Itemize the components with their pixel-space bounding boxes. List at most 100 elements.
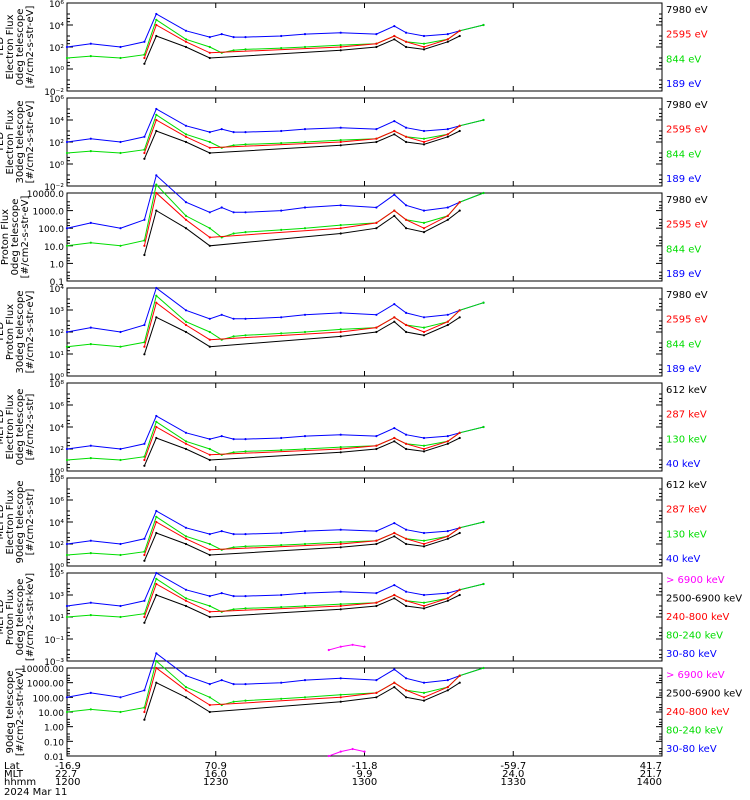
y-axis-title-line: Electron Flux [5, 394, 16, 459]
panel-frame [66, 2, 663, 92]
series-point [208, 51, 211, 54]
y-tick-label: 10⁶ [49, 497, 64, 507]
series-point [422, 137, 426, 140]
series-point [155, 286, 158, 290]
series-point [184, 214, 188, 217]
y-tick-label: 10⁻² [44, 88, 64, 98]
series-line [143, 532, 460, 561]
legend-label: > 6900 keV [666, 575, 725, 586]
series-point [303, 33, 307, 36]
series-point [405, 135, 408, 138]
series-point [393, 531, 396, 535]
series-line [66, 287, 484, 333]
series-point [65, 330, 69, 334]
series-line [143, 594, 460, 623]
series-point [184, 686, 188, 689]
series-point [405, 204, 408, 207]
series-point [446, 592, 449, 595]
series-point [184, 135, 188, 138]
legend-label: 844 eV [666, 54, 701, 65]
series-point [143, 253, 146, 257]
series-point [184, 124, 188, 127]
series-point [339, 224, 342, 227]
series-point [446, 442, 449, 445]
series-point [143, 56, 146, 60]
series-point [339, 750, 342, 753]
legend-label: 40 keV [666, 459, 700, 470]
series-point [89, 55, 92, 58]
series-point [351, 643, 354, 646]
series-point [280, 209, 283, 212]
series-point [244, 231, 247, 234]
series-point [280, 316, 283, 319]
y-axis-title-line: MEPED [0, 504, 6, 539]
series-point [65, 458, 69, 462]
series-point [220, 679, 223, 682]
legend-label: 7980 eV [666, 195, 708, 206]
series-point [143, 615, 146, 619]
y-tick-label: 10² [49, 44, 64, 54]
series-point [375, 601, 378, 604]
y-tick-label: 0.1 [50, 278, 64, 288]
series-point [393, 320, 396, 323]
series-point [339, 139, 342, 142]
series-point [339, 700, 342, 703]
series-point [363, 750, 366, 753]
panel-6: 10⁸ 10⁶ 10⁴ 10² 10⁰ MEPEDElectron Flux90deg t… [0, 475, 707, 573]
y-axis-title-line: [#/cm2-s-str] [25, 393, 36, 460]
y-axis-title-line: MEPED [0, 599, 6, 634]
series-point [375, 33, 378, 36]
series-point [339, 542, 342, 546]
series-point [232, 700, 235, 703]
series-point [184, 440, 188, 443]
panel-frame [66, 192, 663, 282]
series-point [405, 330, 408, 334]
series-point [119, 615, 122, 619]
x-tick-label-lat: -11.8 [352, 761, 378, 772]
series-point [143, 151, 146, 155]
series-point [184, 689, 188, 692]
panel-2: 10⁶ 10⁴ 10² 10⁰ 10⁻² TEDElectron Flux30deg te… [0, 95, 708, 193]
series-point [482, 666, 485, 670]
series-point [232, 131, 235, 134]
series-point [303, 530, 307, 533]
series-point [405, 227, 408, 230]
y-tick-label: 10⁰ [49, 161, 64, 171]
y-tick-label: 0.10 [44, 738, 64, 748]
legend-label: 30-80 keV [666, 649, 717, 660]
series-point [143, 244, 146, 247]
y-axis-title-line: 0deg telescope [10, 199, 21, 276]
y-tick-label: 10⁶ [49, 95, 64, 105]
series-point [446, 38, 449, 41]
series-point [339, 328, 342, 331]
series-point [155, 18, 158, 21]
series-point [208, 447, 211, 451]
series-point [244, 699, 247, 702]
series-point [155, 23, 158, 27]
y-tick-label: 10² [49, 541, 64, 551]
series-point [482, 520, 485, 524]
series-point [303, 140, 307, 144]
series-point [422, 601, 426, 604]
series-line [66, 578, 484, 618]
series-point [232, 317, 235, 320]
x-row-label-mlt: MLT [4, 769, 24, 780]
series-point [393, 193, 396, 196]
series-point [303, 313, 307, 316]
series-point [375, 227, 378, 230]
series-point [339, 232, 342, 235]
panel-5: 10⁸ 10⁶ 10⁴ 10² 10⁰ MEPEDElectron Flux0deg te… [0, 380, 707, 478]
series-point [405, 140, 408, 144]
series-point [155, 420, 158, 423]
series-point [375, 140, 378, 144]
series-point [143, 689, 146, 692]
series-point [422, 699, 426, 702]
series-point [422, 691, 426, 695]
series-point [375, 592, 378, 595]
y-axis-title: 90deg telescope[#/cm2-s-str-keV] [5, 668, 26, 756]
legend-label: > 6900 keV [666, 670, 725, 681]
panel-3: 10000.0 1000.0 100.0 10.0 1.0 0.1 Proton Flux0… [0, 174, 708, 288]
series-point [220, 128, 223, 131]
panel-8: 10000.00 1000.00 100.00 10.00 1.00 0.10 0.01 90… [5, 652, 742, 763]
y-tick-label: 10³ [49, 307, 64, 317]
